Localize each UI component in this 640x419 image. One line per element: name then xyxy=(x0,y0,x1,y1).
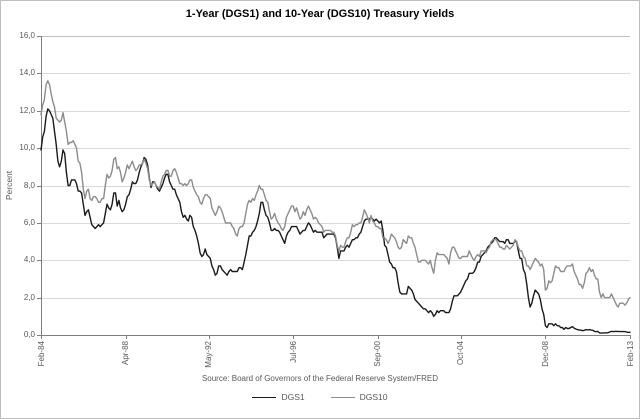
y-tick-label: 14,0 xyxy=(19,68,35,78)
x-tick-label: May-92 xyxy=(204,341,214,368)
legend-line-sample-dgs1 xyxy=(252,396,277,398)
legend-label-dgs10: DGS10 xyxy=(359,392,388,402)
x-tick-label: Jul-96 xyxy=(288,341,298,363)
y-tick-label: 8,0 xyxy=(23,180,35,190)
y-tick-label: 16,0 xyxy=(19,31,35,40)
chart-title: 1-Year (DGS1) and 10-Year (DGS10) Treasu… xyxy=(185,8,455,20)
y-tick-label: 12,0 xyxy=(19,105,35,115)
x-tick-label: Sep-00 xyxy=(373,341,383,367)
y-tick-label: 6,0 xyxy=(23,217,35,227)
legend-line-sample-dgs10 xyxy=(330,396,355,398)
source-note: Source: Board of Governors of the Federa… xyxy=(201,374,439,383)
x-tick-label: Oct-04 xyxy=(456,341,466,366)
x-tick-label: Dec-08 xyxy=(540,341,550,367)
x-tick-label: Feb-84 xyxy=(36,341,46,367)
series-line-dgs10 xyxy=(40,80,631,308)
legend-item-dgs1: DGS1 xyxy=(252,392,305,402)
legend-item-dgs10: DGS10 xyxy=(330,392,388,402)
x-tick-label: Apr-88 xyxy=(121,341,131,366)
legend-label-dgs1: DGS1 xyxy=(281,392,305,402)
y-tick-label: 4,0 xyxy=(23,255,35,265)
legend: DGS1 DGS10 xyxy=(1,392,639,402)
y-tick-label: 0,0 xyxy=(23,330,35,339)
y-tick-label: 2,0 xyxy=(23,292,35,302)
series-line-dgs1 xyxy=(40,108,631,334)
y-tick-label: 10,0 xyxy=(19,143,35,153)
x-tick-label: Feb-13 xyxy=(625,341,635,367)
